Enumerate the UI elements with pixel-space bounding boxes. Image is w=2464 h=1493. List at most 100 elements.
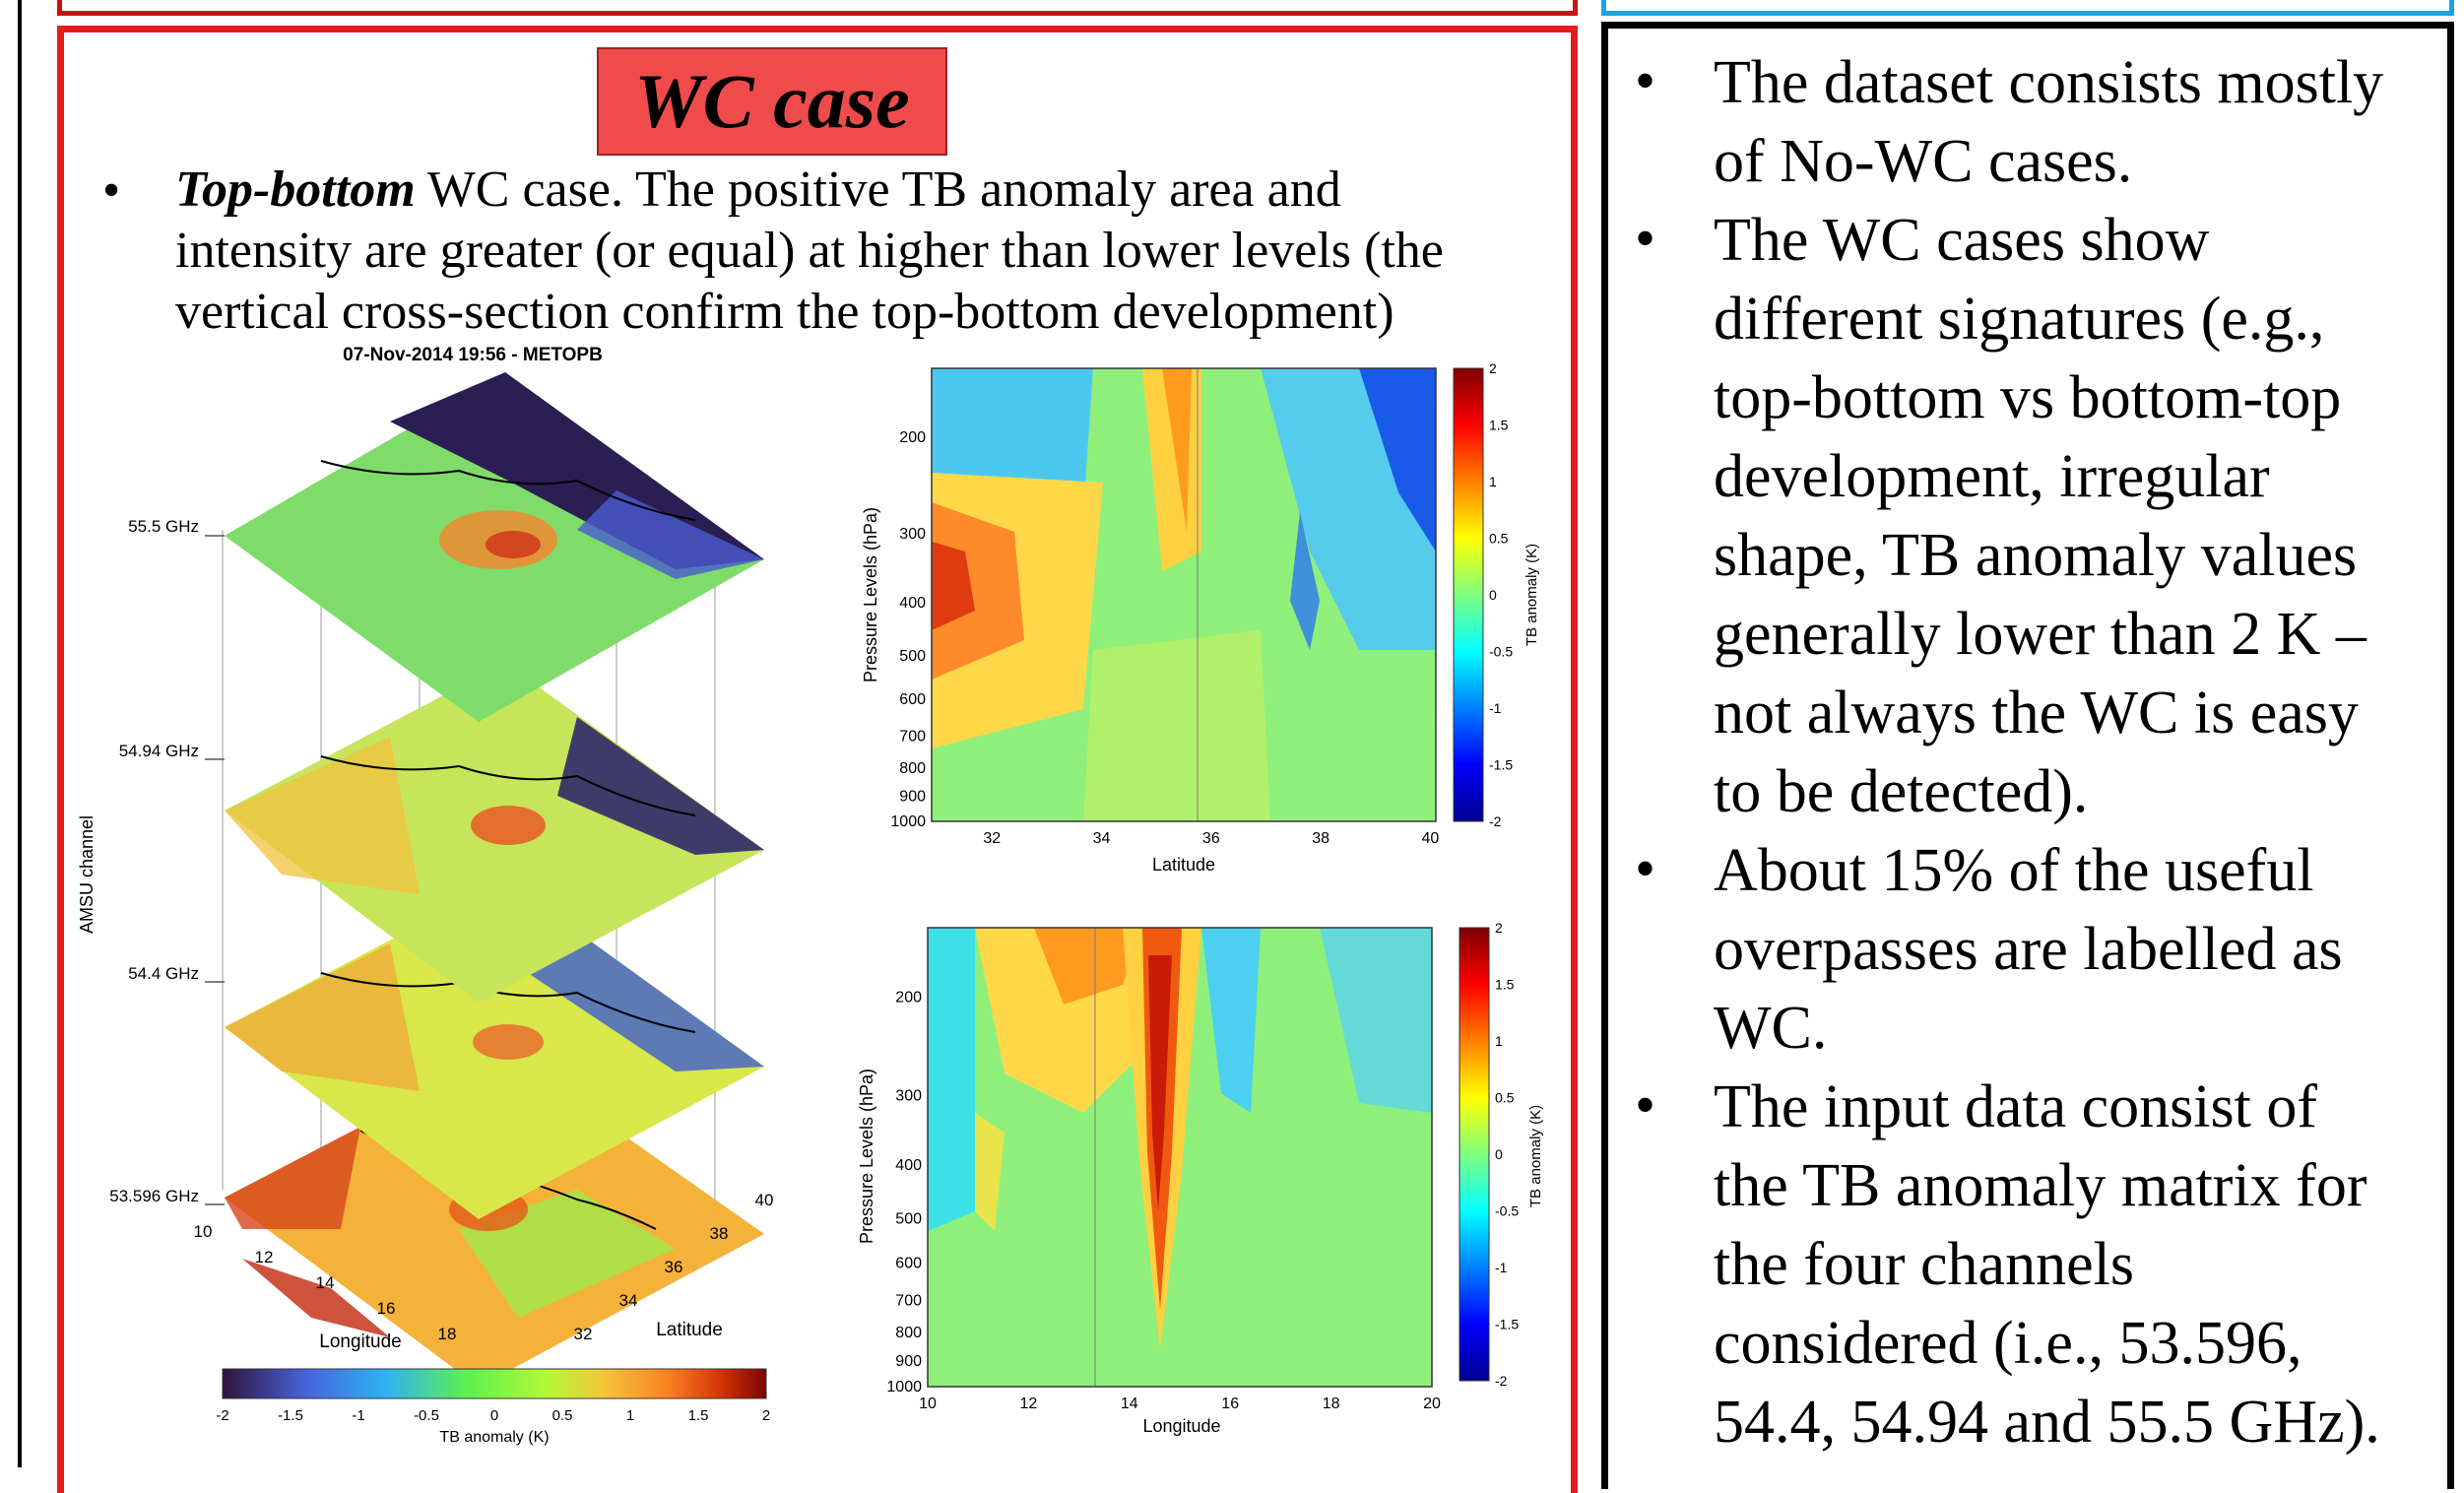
xsec-colorbar-tick: 2 bbox=[1489, 360, 1497, 376]
xsec-xtick: 10 bbox=[919, 1396, 937, 1412]
xsec-ytick: 400 bbox=[895, 1157, 922, 1174]
summary-bullet-line: different signatures (e.g., bbox=[1714, 286, 2325, 353]
case-description-line3: vertical cross-section confirm the top-b… bbox=[175, 284, 1394, 340]
xsec-xtick: 34 bbox=[1093, 830, 1111, 847]
summary-bullet-line: considered (i.e., 53.596, bbox=[1714, 1310, 2302, 1377]
xsec-colorbar-tick: 1.5 bbox=[1489, 418, 1509, 433]
xsec1-colorbar-ticks: -2 -1.5 -1 -0.5 0 0.5 1 1.5 2 bbox=[1489, 360, 1513, 829]
summary-bullet-line: The dataset consists mostly bbox=[1714, 49, 2384, 116]
page-border-left bbox=[18, 0, 22, 1467]
channel-label-53596: 53.596 GHz bbox=[109, 1187, 199, 1205]
xsec1-colorbar bbox=[1453, 367, 1484, 822]
map-xlabel: Longitude bbox=[319, 1331, 401, 1352]
summary-bullet-line: the TB anomaly matrix for bbox=[1714, 1152, 2367, 1219]
xsec1-xticks: 32 34 36 38 40 bbox=[983, 830, 1439, 847]
xsec2-colorbar-ticks: -2 -1.5 -1 -0.5 0 0.5 1 1.5 2 bbox=[1495, 920, 1519, 1389]
xsec-xtick: 16 bbox=[1221, 1396, 1239, 1412]
xsec-colorbar-tick: -2 bbox=[1495, 1373, 1508, 1389]
summary-bullet-line: About 15% of the useful bbox=[1714, 837, 2314, 904]
xsec-colorbar-tick: 0.5 bbox=[1489, 531, 1509, 547]
summary-bullet-line: to be detected). bbox=[1714, 758, 2089, 825]
lon-tick: 10 bbox=[194, 1222, 213, 1241]
xsec-colorbar-tick: 1 bbox=[1489, 474, 1497, 489]
xsec-lon-field bbox=[928, 928, 1432, 1387]
map-ylabel: AMSU channel bbox=[77, 815, 97, 934]
summary-bullet-line: development, irregular bbox=[1714, 443, 2270, 510]
map-cbar-tick: -1 bbox=[352, 1407, 364, 1424]
lat-tick: 40 bbox=[755, 1191, 774, 1209]
xsec-ytick: 800 bbox=[899, 760, 926, 777]
map-cbar-tick: 2 bbox=[762, 1407, 770, 1424]
xsec2-xlabel: Longitude bbox=[1142, 1416, 1220, 1436]
xsec-colorbar-tick: -1 bbox=[1495, 1260, 1508, 1275]
left-panel-frame bbox=[57, 26, 1578, 1493]
summary-bullet-dot: • bbox=[1635, 836, 1656, 901]
summary-bullet-dot: • bbox=[1635, 48, 1656, 113]
xsec-colorbar-tick: -0.5 bbox=[1495, 1203, 1519, 1219]
map-latlabel: Latitude bbox=[656, 1320, 723, 1340]
xsec1-colorbar-label: TB anomaly (K) bbox=[1524, 544, 1540, 646]
xsec-colorbar-tick: 0 bbox=[1495, 1146, 1503, 1162]
lat-tick: 38 bbox=[710, 1224, 729, 1243]
xsec-ytick: 700 bbox=[895, 1292, 922, 1309]
summary-bullet-line: overpasses are labelled as bbox=[1714, 916, 2343, 983]
xsec1-xlabel: Latitude bbox=[1152, 855, 1215, 875]
xsec-xtick: 38 bbox=[1312, 830, 1329, 847]
map-colorbar bbox=[222, 1368, 767, 1399]
xsec-ytick: 800 bbox=[895, 1325, 922, 1341]
summary-bullet-line: shape, TB anomaly values bbox=[1714, 522, 2358, 589]
xsec-colorbar-tick: -1.5 bbox=[1495, 1317, 1519, 1332]
map-cbar-tick: 0.5 bbox=[552, 1407, 573, 1424]
xsec-colorbar-tick: -0.5 bbox=[1489, 644, 1513, 660]
case-title: WC case bbox=[597, 47, 947, 156]
xsec-ytick: 1000 bbox=[886, 1379, 922, 1396]
summary-bullet-line: of No-WC cases. bbox=[1714, 128, 2133, 195]
summary-bullet-line: WC. bbox=[1714, 995, 1828, 1062]
channel-label-544: 54.4 GHz bbox=[128, 964, 199, 983]
case-description-bold: Top-bottom bbox=[175, 162, 416, 218]
summary-bullet-line: top-bottom vs bottom-top bbox=[1714, 364, 2342, 431]
summary-bullet-line: The input data consist of bbox=[1714, 1073, 2317, 1140]
map-cbar-tick: -1.5 bbox=[278, 1407, 303, 1424]
channel-label-555: 55.5 GHz bbox=[128, 517, 199, 536]
xsec-ytick: 300 bbox=[899, 526, 926, 543]
xsec2-xticks: 10 12 14 16 18 20 bbox=[919, 1396, 1441, 1412]
xsec-colorbar-tick: -1.5 bbox=[1489, 757, 1513, 773]
summary-bullet: The WC cases show different signatures (e… bbox=[1714, 201, 2442, 831]
summary-bullet-line: The WC cases show bbox=[1714, 207, 2210, 274]
xsec-colorbar-tick: 1.5 bbox=[1495, 977, 1515, 993]
xsec-colorbar-tick: -1 bbox=[1489, 700, 1502, 716]
xsec-ytick: 900 bbox=[895, 1353, 922, 1370]
summary-bullet-dot: • bbox=[1635, 1072, 1656, 1137]
map-cbar-tick: 1 bbox=[626, 1407, 634, 1424]
xsec-colorbar-tick: 2 bbox=[1495, 920, 1503, 936]
lon-tick: 16 bbox=[377, 1299, 396, 1318]
lon-tick: 18 bbox=[438, 1325, 457, 1343]
channel-label-5494: 54.94 GHz bbox=[119, 742, 199, 760]
xsec-ytick: 600 bbox=[895, 1256, 922, 1272]
xsec2-yticks: 200 300 400 500 600 700 800 900 1000 bbox=[886, 990, 922, 1396]
summary-bullet: About 15% of the useful overpasses are la… bbox=[1714, 831, 2442, 1068]
xsec-xtick: 40 bbox=[1422, 830, 1440, 847]
xsec-lat-field bbox=[932, 368, 1436, 821]
xsec-xtick: 12 bbox=[1020, 1396, 1038, 1412]
xsec-ytick: 900 bbox=[899, 788, 926, 805]
right-top-strip bbox=[1601, 0, 2454, 16]
summary-bullet: The dataset consists mostly of No-WC case… bbox=[1714, 43, 2442, 201]
map-cbar-tick: 0 bbox=[490, 1407, 498, 1424]
lon-tick: 14 bbox=[316, 1273, 335, 1292]
xsec1-ylabel: Pressure Levels (hPa) bbox=[861, 507, 880, 682]
bullet-dot: • bbox=[102, 162, 121, 219]
summary-bullet-line: generally lower than 2 K – bbox=[1714, 601, 2367, 668]
xsec-ytick: 200 bbox=[899, 429, 926, 446]
map-layer-5494 bbox=[225, 663, 764, 1003]
map-figure-title: 07-Nov-2014 19:56 - METOPB bbox=[343, 345, 603, 365]
summary-bullet-line: not always the WC is easy bbox=[1714, 680, 2359, 746]
lat-tick: 36 bbox=[665, 1258, 683, 1276]
summary-bullet-line: 54.4, 54.94 and 55.5 GHz). bbox=[1714, 1389, 2380, 1456]
xsec-ytick: 1000 bbox=[890, 813, 926, 830]
summary-bullet-line: the four channels bbox=[1714, 1231, 2134, 1298]
xsec-xtick: 20 bbox=[1423, 1396, 1441, 1412]
xsec-xtick: 18 bbox=[1323, 1396, 1340, 1412]
map-colorbar-label: TB anomaly (K) bbox=[439, 1429, 549, 1446]
